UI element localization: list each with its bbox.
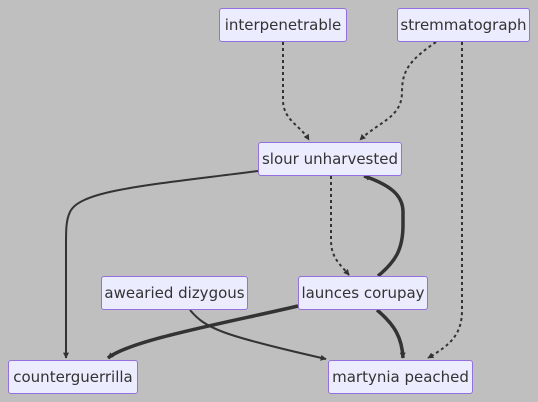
node-label: martynia peached	[332, 367, 469, 386]
node-label: counterguerrilla	[13, 367, 133, 386]
edge-launces-corupay-to-martynia-peached	[375, 308, 406, 359]
node-label: stremmatograph	[400, 15, 527, 34]
node-interpenetrable[interactable]: interpenetrable	[219, 8, 347, 42]
node-martynia-peached[interactable]: martynia peached	[328, 360, 473, 394]
node-counterguerrilla[interactable]: counterguerrilla	[8, 360, 138, 394]
node-label: interpenetrable	[224, 15, 342, 34]
node-label: slour unharvested	[261, 149, 399, 168]
edge-launces-corupay-to-counterguerrilla	[106, 304, 299, 360]
node-label: launces corupay	[301, 283, 425, 302]
edge-stremmatograph-to-slour-unharvested	[359, 41, 437, 141]
edge-launces-corupay-to-slour-unharvested	[363, 174, 405, 278]
node-awearied-dizygous[interactable]: awearied dizygous	[101, 276, 248, 310]
edge-slour-unharvested-to-launces-corupay	[330, 176, 350, 276]
edge-stremmatograph-to-martynia-peached	[427, 42, 463, 359]
node-launces-corupay[interactable]: launces corupay	[298, 276, 428, 310]
edge-awearied-dizygous-to-martynia-peached	[189, 309, 327, 361]
node-stremmatograph[interactable]: stremmatograph	[397, 8, 530, 42]
node-slour-unharvested[interactable]: slour unharvested	[258, 142, 402, 176]
edge-interpenetrable-to-slour-unharvested	[282, 42, 310, 141]
node-label: awearied dizygous	[104, 283, 245, 302]
edge-slour-unharvested-to-counterguerrilla	[63, 170, 259, 359]
